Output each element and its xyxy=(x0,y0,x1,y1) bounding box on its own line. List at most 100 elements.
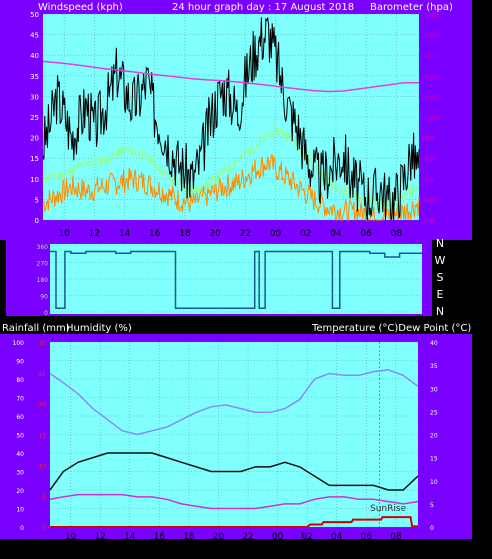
barometer-y-tick-label: 1025 xyxy=(424,12,439,19)
climate-x-tick-label: 02 xyxy=(301,532,312,542)
rainfall-y-tick-label: 10 xyxy=(38,463,46,470)
rainfall-y-tick-label: 30 xyxy=(38,340,46,347)
wind-x-tick-label: 04 xyxy=(330,229,342,239)
barometer-y-tick-label: 1020 xyxy=(424,33,439,40)
compass-direction-label: S xyxy=(437,271,444,284)
sunrise-annotation: SunRise xyxy=(370,504,407,514)
barometer-y-tick-label: 985 xyxy=(424,177,436,184)
humidity-y-tick-label: 50 xyxy=(16,433,24,440)
wind-x-tick-label: 00 xyxy=(270,229,282,239)
temperature-y-tick-label: 40 xyxy=(430,340,438,347)
wind-x-tick-label: 18 xyxy=(179,229,191,239)
climate-x-tick-label: 20 xyxy=(213,532,225,542)
barometer-y-tick-label: 1005 xyxy=(424,94,439,101)
humidity-axis-label: Humidity (%) xyxy=(66,323,132,334)
wind-gust-low-line xyxy=(42,153,420,221)
wind-y-tick-label: 5 xyxy=(35,196,39,204)
wind-average-line xyxy=(42,123,420,210)
rainfall-y-tick-label: 0 xyxy=(42,525,46,532)
wind-x-tick-label: 02 xyxy=(300,229,311,239)
direction-y-tick-label: 360 xyxy=(37,244,49,251)
climate-x-tick-label: 14 xyxy=(124,532,136,542)
humidity-y-tick-label: 30 xyxy=(16,470,24,477)
climate-x-tick-label: 00 xyxy=(272,532,284,542)
direction-y-tick-label: 0 xyxy=(44,310,48,317)
rainfall-y-tick-label: 15 xyxy=(38,433,46,440)
wind-y-tick-label: 45 xyxy=(30,32,39,40)
wind-y-tick-label: 35 xyxy=(30,73,39,81)
wind-x-tick-label: 14 xyxy=(119,229,131,239)
dewpoint-line xyxy=(49,493,419,510)
climate-x-tick-label: 08 xyxy=(390,532,402,542)
compass-direction-label: N xyxy=(436,237,444,250)
climate-x-tick-label: 10 xyxy=(65,532,77,542)
temperature-y-tick-label: 35 xyxy=(430,363,438,370)
humidity-y-tick-label: 20 xyxy=(16,488,24,495)
wind-x-tick-label: 10 xyxy=(58,229,70,239)
barometer-y-tick-label: 1015 xyxy=(424,53,439,60)
temperature-line xyxy=(49,452,419,491)
wind-x-tick-label: 08 xyxy=(391,229,403,239)
barometer-y-tick-label: 975 xyxy=(424,218,436,225)
barometer-axis-label: Barometer (hpa) xyxy=(370,2,453,13)
humidity-y-tick-label: 70 xyxy=(16,396,24,403)
temperature-y-tick-label: 15 xyxy=(430,456,438,463)
barometer-y-tick-label: 995 xyxy=(424,136,436,143)
wind-y-tick-label: 50 xyxy=(30,11,39,19)
barometer-line xyxy=(42,60,419,93)
humidity-y-tick-label: 60 xyxy=(16,414,24,421)
wind-y-tick-label: 0 xyxy=(35,217,39,225)
wind-y-tick-label: 40 xyxy=(30,52,39,60)
rainfall-y-tick-label: 25 xyxy=(38,371,46,378)
wind-x-tick-label: 16 xyxy=(149,229,161,239)
rainfall-y-tick-label: 20 xyxy=(38,402,46,409)
compass-direction-label: W xyxy=(435,254,446,267)
temperature-y-tick-label: 10 xyxy=(430,479,438,486)
wind-y-tick-label: 10 xyxy=(30,176,39,184)
humidity-y-tick-label: 90 xyxy=(16,359,24,366)
wind-y-tick-label: 30 xyxy=(30,93,39,101)
rainfall-line xyxy=(50,516,418,528)
rainfall-axis-label: Rainfall (mm) xyxy=(2,323,70,334)
climate-x-tick-label: 12 xyxy=(95,532,106,542)
wind-y-tick-label: 20 xyxy=(30,135,39,143)
climate-x-tick-label: 06 xyxy=(361,532,373,542)
climate-x-tick-label: 04 xyxy=(331,532,343,542)
humidity-line xyxy=(49,369,419,436)
wind-x-tick-label: 22 xyxy=(240,229,251,239)
direction-y-tick-label: 90 xyxy=(40,294,48,301)
wind-direction-line xyxy=(50,250,422,310)
barometer-y-tick-label: 990 xyxy=(424,156,436,163)
direction-y-tick-label: 180 xyxy=(37,277,49,284)
compass-direction-label: E xyxy=(437,288,444,301)
direction-y-tick-label: 270 xyxy=(37,261,49,268)
humidity-y-tick-label: 80 xyxy=(16,377,24,384)
compass-direction-label: N xyxy=(436,305,444,318)
humidity-y-tick-label: 10 xyxy=(16,507,24,514)
rainfall-y-tick-label: 5 xyxy=(42,494,46,501)
temperature-y-tick-label: 0 xyxy=(430,525,434,532)
temperature-y-tick-label: 5 xyxy=(430,502,434,509)
wind-x-tick-label: 12 xyxy=(89,229,100,239)
barometer-y-tick-label: 980 xyxy=(424,197,436,204)
wind-axis-label: Windspeed (kph) xyxy=(38,2,123,13)
chart-title: 24 hour graph day : 17 August 2018 xyxy=(172,2,354,13)
climate-x-tick-label: 18 xyxy=(183,532,195,542)
climate-x-tick-label: 16 xyxy=(154,532,166,542)
temperature-y-tick-label: 25 xyxy=(430,409,438,416)
wind-x-tick-label: 20 xyxy=(209,229,221,239)
humidity-y-tick-label: 100 xyxy=(13,340,25,347)
humidity-y-tick-label: 40 xyxy=(16,451,24,458)
wind-x-tick-label: 06 xyxy=(360,229,372,239)
climate-x-tick-label: 22 xyxy=(242,532,253,542)
wind-y-tick-label: 25 xyxy=(30,114,39,122)
windspeed-line xyxy=(42,17,420,221)
temperature-y-tick-label: 30 xyxy=(430,386,438,393)
temperature-dewpoint-axis-label: Temperature (°C)Dew Point (°C) xyxy=(311,323,471,334)
temperature-y-tick-label: 20 xyxy=(430,433,438,440)
wind-y-tick-label: 15 xyxy=(30,155,39,163)
barometer-y-tick-label: 1010 xyxy=(424,74,439,81)
barometer-y-tick-label: 1000 xyxy=(424,115,439,122)
